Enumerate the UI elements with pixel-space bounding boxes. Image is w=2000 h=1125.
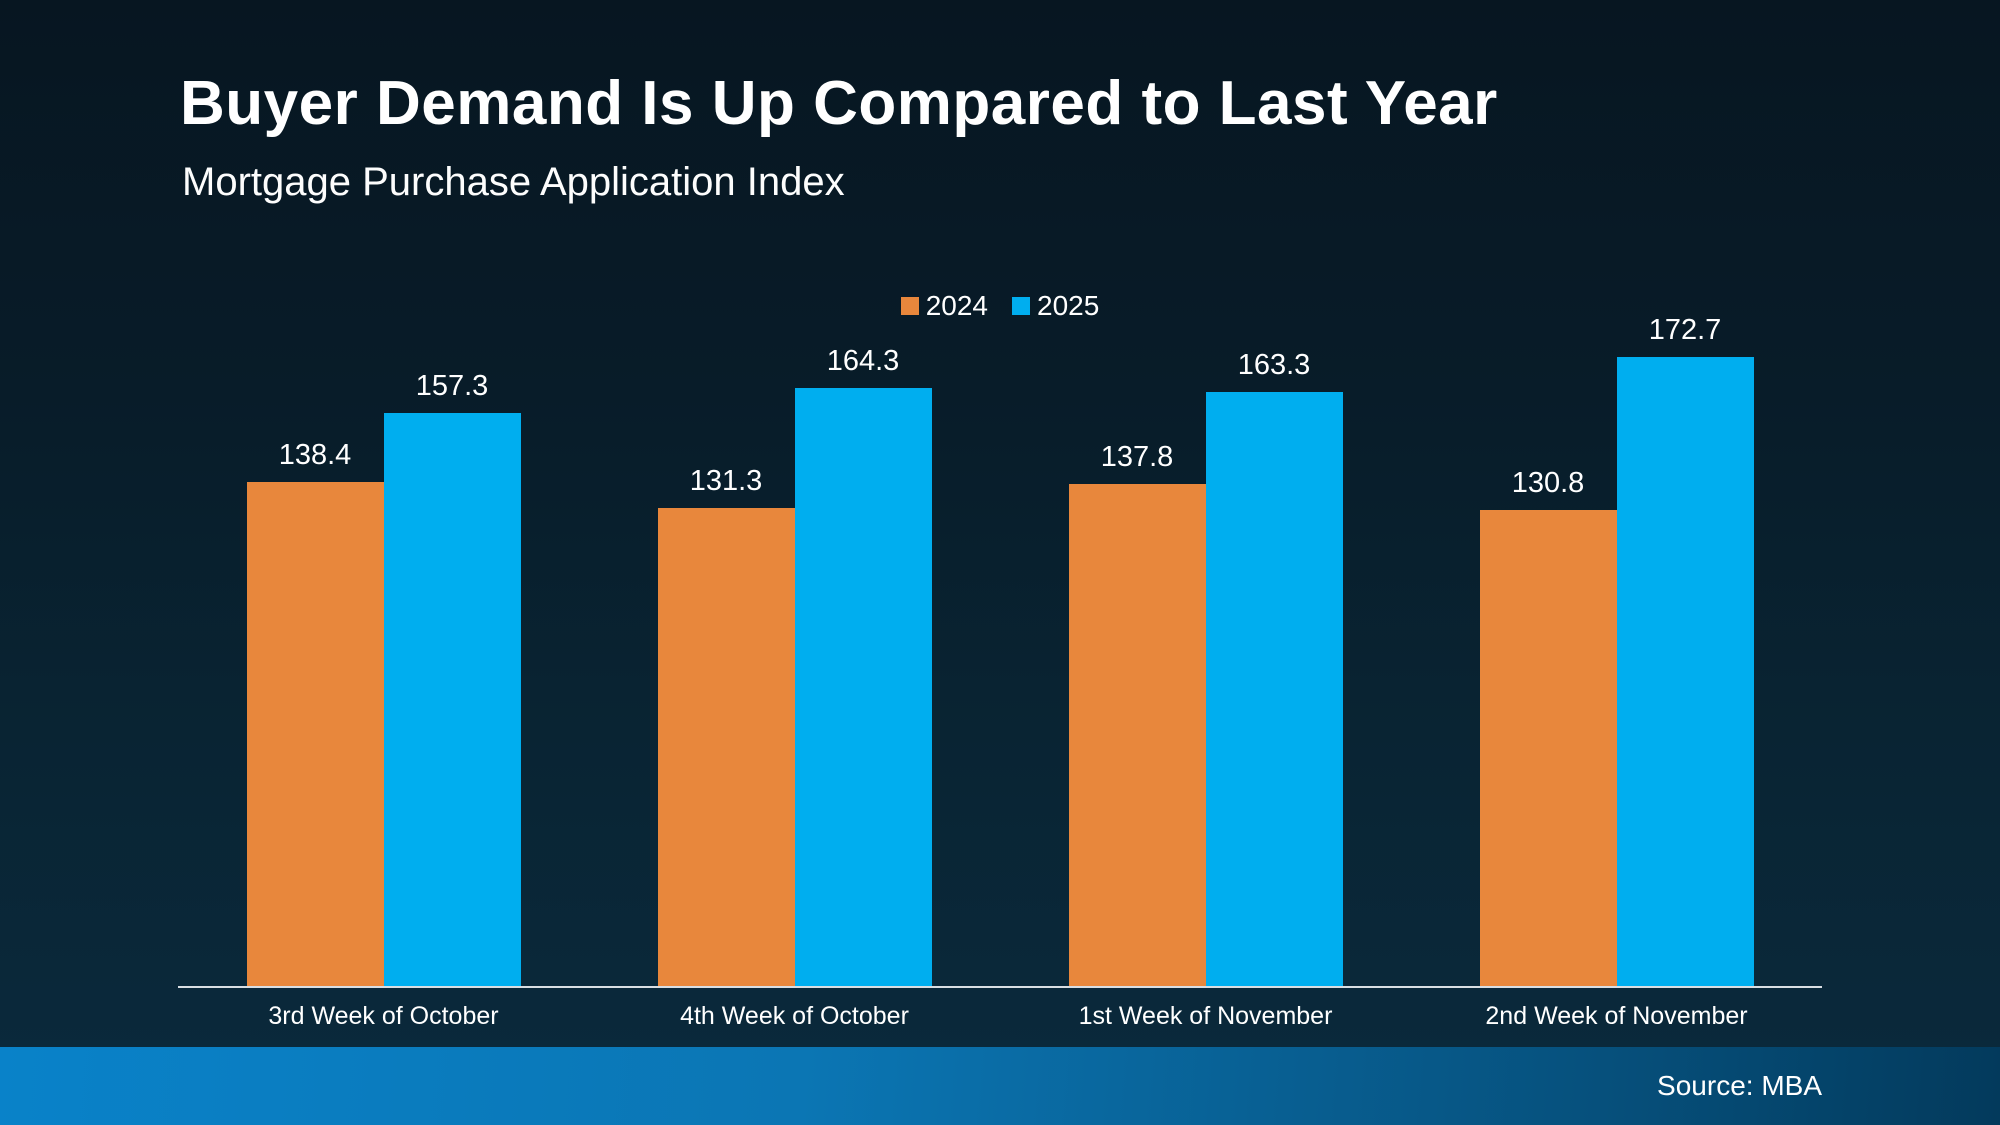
bar-value-label: 131.3: [689, 465, 763, 498]
legend-item-2025: 2025: [1012, 290, 1099, 322]
chart-legend: 2024 2025: [0, 290, 2000, 322]
x-axis-label: 3rd Week of October: [268, 1002, 499, 1030]
legend-swatch-2024: [900, 297, 919, 315]
bar-value-label: 137.8: [1100, 441, 1174, 474]
bar-2025-group-1: 157.3: [383, 370, 521, 986]
legend-swatch-2025: [1012, 297, 1030, 315]
bar-2024-group-1: 138.4: [246, 439, 384, 986]
legend-label-2025: 2025: [1037, 290, 1100, 321]
bar-2025-group-3: 163.3: [1205, 349, 1343, 986]
bar-group-3: 137.8 163.3: [1068, 349, 1343, 986]
bar-2025-group-2: 164.3: [794, 345, 932, 986]
x-axis-label: 4th Week of October: [680, 1002, 909, 1030]
bar-value-label: 130.8: [1511, 466, 1585, 499]
bar-value-label: 172.7: [1648, 314, 1722, 347]
bar-2024-group-2: 131.3: [657, 465, 795, 986]
source-attribution: Source: MBA: [1657, 1070, 1822, 1101]
bar-2024-group-4: 130.8: [1479, 467, 1617, 986]
x-axis-label: 1st Week of November: [1078, 1002, 1333, 1030]
bar-chart-plot-area: 138.4 157.3 131.3 164.3 137.8 163.3 130.8 172.7: [178, 314, 1822, 988]
x-axis-labels: 3rd Week of October 4th Week of October 1s…: [178, 1002, 1822, 1031]
bar-2025-group-4: 172.7: [1616, 314, 1754, 986]
bar-value-label: 163.3: [1237, 348, 1311, 381]
bar-group-2: 131.3 164.3: [657, 345, 932, 986]
bar-value-label: 138.4: [278, 439, 352, 472]
x-axis-label: 2nd Week of November: [1485, 1002, 1748, 1030]
bar-group-4: 130.8 172.7: [1479, 314, 1754, 986]
bar-value-label: 164.3: [826, 344, 900, 377]
bar-value-label: 157.3: [415, 370, 489, 403]
chart-title: Buyer Demand Is Up Compared to Last Year: [180, 69, 1498, 138]
legend-item-2024: 2024: [900, 290, 988, 322]
chart-subtitle: Mortgage Purchase Application Index: [182, 160, 845, 204]
bar-2024-group-3: 137.8: [1068, 441, 1206, 986]
bar-group-1: 138.4 157.3: [246, 370, 521, 986]
footer-bar: Source: MBA: [0, 1047, 2000, 1125]
legend-label-2024: 2024: [925, 290, 988, 321]
